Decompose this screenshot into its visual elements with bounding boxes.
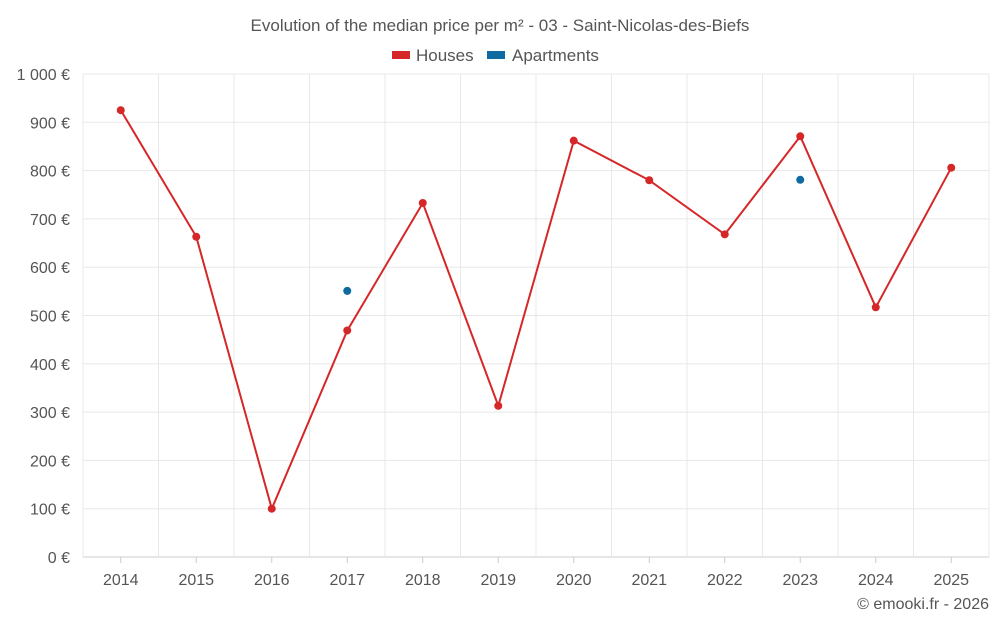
x-tick-label: 2016: [254, 572, 290, 589]
data-point-houses[interactable]: [343, 326, 352, 335]
x-tick-label: 2019: [480, 572, 516, 589]
data-point-houses[interactable]: [267, 504, 276, 513]
y-tick-label: 700 €: [30, 212, 70, 229]
legend-label-houses: Houses: [416, 46, 474, 65]
y-axis: 0 € 100 € 200 € 300 € 400 € 500 € 600 € 700 € 80…: [17, 67, 70, 567]
y-tick-label: 900 €: [30, 115, 70, 132]
series-apartments: [343, 175, 805, 295]
grid: [82, 73, 990, 558]
y-tick-label: 1 000 €: [17, 67, 70, 84]
legend-swatch-apartments: [487, 51, 505, 59]
x-tick-label: 2023: [782, 572, 818, 589]
data-point-houses[interactable]: [871, 303, 880, 312]
y-tick-label: 300 €: [30, 405, 70, 422]
y-tick-label: 400 €: [30, 357, 70, 374]
credit-text: © emooki.fr - 2026: [857, 596, 989, 613]
data-point-houses[interactable]: [720, 230, 729, 239]
data-point-houses[interactable]: [116, 106, 125, 115]
x-tick-label: 2024: [858, 572, 894, 589]
x-axis: 2014 2015 2016 2017 2018 2019 2020 2021 2022 2023…: [103, 557, 969, 589]
data-point-houses[interactable]: [645, 176, 654, 185]
y-tick-label: 600 €: [30, 260, 70, 277]
x-tick-label: 2025: [933, 572, 969, 589]
data-point-houses[interactable]: [494, 401, 503, 410]
legend: Houses Apartments: [392, 46, 599, 65]
data-point-houses[interactable]: [569, 136, 578, 145]
x-tick-label: 2015: [178, 572, 214, 589]
data-point-houses[interactable]: [796, 132, 805, 141]
legend-item-houses[interactable]: Houses: [392, 46, 474, 65]
y-tick-label: 0 €: [48, 550, 70, 567]
x-tick-label: 2014: [103, 572, 139, 589]
x-tick-label: 2018: [405, 572, 441, 589]
x-tick-label: 2021: [631, 572, 667, 589]
y-tick-label: 800 €: [30, 164, 70, 181]
series-houses: [116, 106, 956, 513]
y-tick-label: 200 €: [30, 453, 70, 470]
series-line-houses: [119, 109, 953, 512]
data-point-houses[interactable]: [947, 163, 956, 172]
legend-item-apartments[interactable]: Apartments: [487, 46, 599, 65]
y-tick-label: 100 €: [30, 502, 70, 519]
data-point-houses[interactable]: [192, 232, 201, 241]
data-point-houses[interactable]: [418, 198, 427, 207]
x-tick-label: 2022: [707, 572, 743, 589]
x-tick-label: 2020: [556, 572, 592, 589]
legend-swatch-houses: [392, 51, 410, 59]
series: [116, 106, 956, 513]
data-point-apartments[interactable]: [796, 175, 805, 184]
legend-label-apartments: Apartments: [512, 46, 599, 65]
x-tick-label: 2017: [329, 572, 365, 589]
y-tick-label: 500 €: [30, 309, 70, 326]
data-point-apartments[interactable]: [343, 286, 352, 295]
chart-title: Evolution of the median price per m² - 0…: [251, 16, 750, 35]
